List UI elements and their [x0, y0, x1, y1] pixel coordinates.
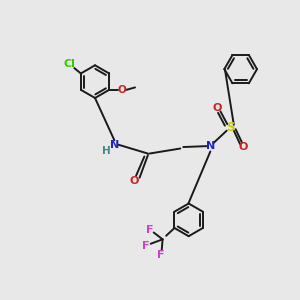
Text: F: F — [142, 241, 150, 251]
Text: O: O — [213, 103, 222, 113]
Text: F: F — [146, 225, 154, 235]
Text: S: S — [226, 121, 235, 134]
Text: N: N — [110, 140, 119, 150]
Text: H: H — [102, 146, 110, 156]
Text: O: O — [130, 176, 139, 186]
Text: Cl: Cl — [64, 59, 76, 69]
Text: O: O — [118, 85, 127, 95]
Text: F: F — [158, 250, 165, 260]
Text: N: N — [206, 141, 215, 151]
Text: O: O — [238, 142, 248, 152]
